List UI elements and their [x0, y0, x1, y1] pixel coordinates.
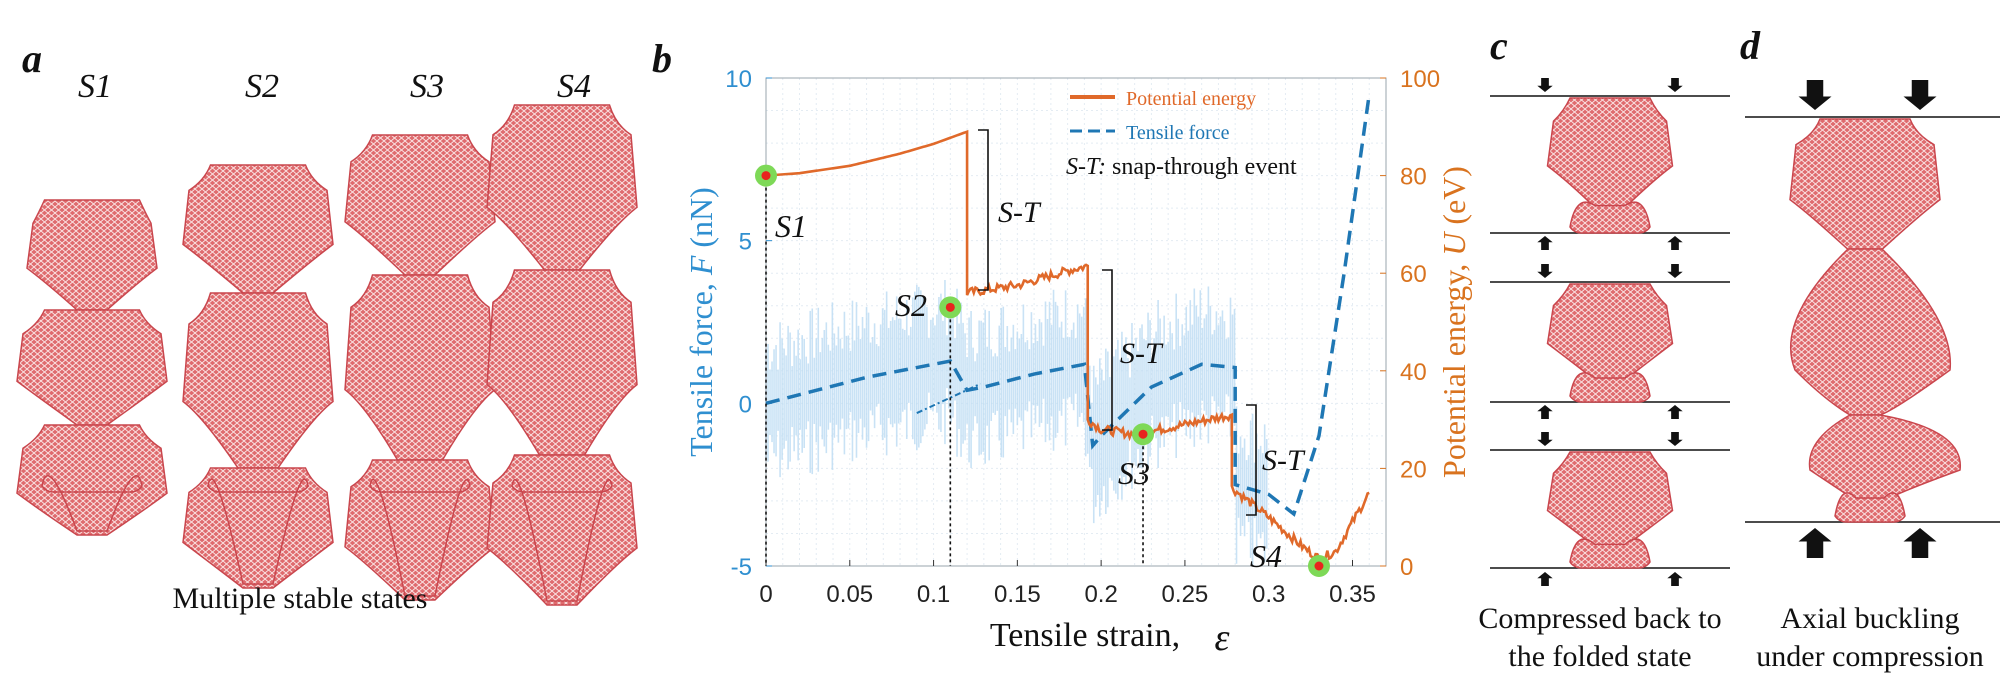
y-right-tick-label: 40: [1400, 359, 1427, 386]
arrow-up-icon: [1798, 528, 1832, 558]
panel-d-caption-line-1: Axial buckling: [1780, 602, 1960, 635]
arrow-down-icon: [1537, 432, 1553, 446]
series-potential-energy: [765, 129, 1370, 565]
panel-c-caption-line-1: Compressed back to: [1478, 602, 1722, 635]
tube-segment: [1546, 283, 1674, 381]
state-label-s2: S2: [245, 68, 279, 105]
tube-base: [369, 479, 471, 597]
x-tick-label: 0.25: [1162, 581, 1209, 608]
series-tensile-force: [765, 94, 1371, 517]
panel-letter-c: c: [1490, 23, 1508, 68]
state-structure-1: [16, 199, 168, 536]
arrow-down-icon: [1667, 78, 1683, 92]
panel-c-caption: Compressed back to the folded state: [1475, 600, 1725, 676]
x-axis-label: Tensile strain,: [990, 617, 1180, 654]
tube-base: [207, 478, 309, 585]
arrow-down-icon: [1798, 80, 1832, 110]
snap-through-bracket: [1246, 404, 1257, 516]
tube-segment: [16, 424, 168, 536]
snap-through-bracket: [1102, 269, 1113, 431]
y-right-axis-label: Potential energy, U (eV): [1436, 166, 1472, 478]
y-right-tick-label: 20: [1400, 456, 1427, 483]
x-tick-label: 0.15: [994, 581, 1041, 608]
y-right-tick-label: 60: [1400, 261, 1427, 288]
panel-c-structures: [1490, 78, 1730, 586]
tube-segment: [1546, 451, 1674, 548]
tube-base: [1834, 492, 1906, 523]
panel-d-structures: [1745, 80, 2000, 558]
state-structure-4: [486, 104, 638, 606]
y-left-tick-label: 0: [739, 391, 752, 418]
y-left-tick-label: -5: [731, 554, 752, 581]
arrow-down-icon: [1537, 264, 1553, 278]
y-right-tick-label: 80: [1400, 164, 1427, 191]
state-structure-3: [344, 134, 496, 601]
tube-segment: [1546, 97, 1674, 209]
x-tick-label: 0: [759, 581, 772, 608]
x-tick-label: 0.3: [1252, 581, 1285, 608]
x-tick-label: 0.2: [1084, 581, 1117, 608]
panel-a-caption: Multiple stable states: [172, 582, 428, 615]
panel-letter-a: a: [22, 36, 42, 81]
tube-base: [1569, 372, 1651, 403]
y-left-axis-label: Tensile force, F (nN): [683, 187, 719, 457]
arrow-up-icon: [1667, 236, 1683, 250]
tube-base: [1569, 201, 1651, 234]
arrow-up-icon: [1537, 405, 1553, 419]
tube-segment-buckled: [1808, 414, 1961, 501]
state-marker-dot: [1138, 429, 1148, 439]
y-right-tick-label: 0: [1400, 554, 1413, 581]
chart-state-label-s1: S1: [775, 208, 807, 244]
tube-base: [511, 479, 613, 602]
arrow-up-icon: [1537, 572, 1553, 586]
panel-a-structures: [16, 104, 638, 606]
snap-through-label: S-T: [998, 196, 1042, 229]
arrow-up-icon: [1667, 572, 1683, 586]
arrow-up-icon: [1667, 405, 1683, 419]
plot-frame: [765, 77, 1387, 567]
arrow-down-icon: [1667, 264, 1683, 278]
chart-state-label-s3: S3: [1118, 455, 1150, 491]
tube-segment-buckled: [1789, 248, 1952, 416]
legend-label-energy: Potential energy: [1126, 88, 1256, 110]
snap-through-bracket: [978, 129, 989, 291]
tube-base: [1569, 538, 1651, 569]
arrow-down-icon: [1537, 78, 1553, 92]
chart-state-label-s4: S4: [1250, 538, 1282, 574]
x-tick-label: 0.05: [826, 581, 873, 608]
arrow-up-icon: [1903, 528, 1937, 558]
snap-through-label: S-T: [1262, 444, 1306, 477]
legend-label-force: Tensile force: [1126, 122, 1230, 144]
panel-letter-d: d: [1740, 23, 1760, 68]
tube-segment: [1789, 118, 1941, 250]
panel-d-caption-line-2: under compression: [1756, 640, 1984, 673]
state-marker-dot: [761, 171, 771, 181]
state-marker-dot: [1314, 561, 1324, 571]
x-tick-label: 0.35: [1329, 581, 1376, 608]
state-marker-dot: [945, 302, 955, 312]
x-axis-symbol: ε: [1215, 617, 1230, 659]
panel-d-caption: Axial buckling under compression: [1735, 600, 2000, 676]
chart-legend: Potential energy Tensile force S-T: snap-t…: [1066, 88, 1297, 180]
state-structure-2: [182, 164, 334, 589]
chart-state-label-s2: S2: [895, 287, 927, 323]
arrow-down-icon: [1667, 432, 1683, 446]
panel-c-caption-line-2: the folded state: [1508, 640, 1692, 673]
legend-note: S-T: snap-through event: [1066, 154, 1297, 180]
arrow-up-icon: [1537, 236, 1553, 250]
y-left-tick-label: 5: [739, 229, 752, 256]
snap-through-label: S-T: [1120, 337, 1164, 370]
state-label-s4: S4: [557, 68, 591, 105]
state-label-s3: S3: [410, 68, 444, 105]
tube-base: [41, 475, 143, 532]
panel-letter-b: b: [652, 36, 672, 81]
chart-grid: [765, 77, 1387, 567]
y-left-tick-label: 10: [725, 66, 752, 93]
x-tick-label: 0.1: [917, 581, 950, 608]
state-label-s1: S1: [78, 68, 112, 105]
y-right-tick-label: 100: [1400, 66, 1440, 93]
arrow-down-icon: [1903, 80, 1937, 110]
